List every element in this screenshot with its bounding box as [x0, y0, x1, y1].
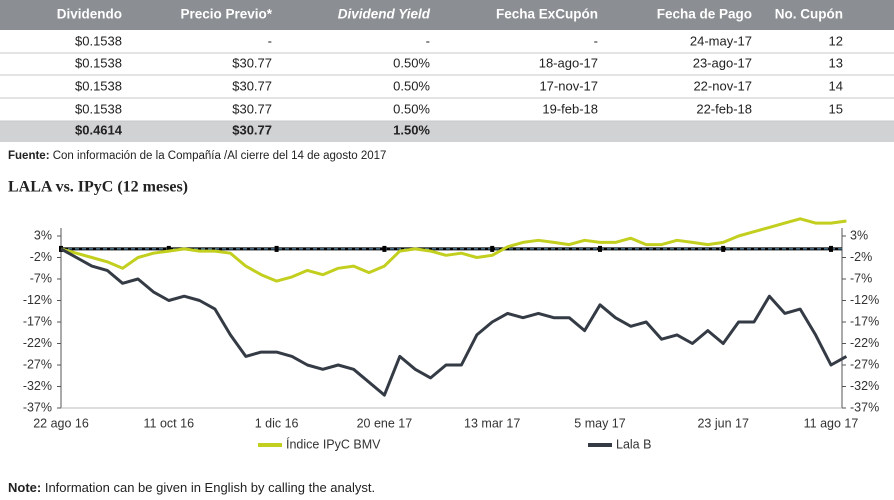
x-tick-label: 23 jun 17 [697, 416, 748, 430]
table-cell: 19-feb-18 [542, 101, 598, 116]
y-tick-label: 3% [34, 228, 52, 242]
y2-tick-label: -12% [850, 293, 879, 307]
source-label: Fuente: [8, 150, 50, 162]
chart-title: LALA vs. IPyC (12 meses) [8, 179, 188, 196]
table-cell: 13 [829, 55, 843, 70]
table-cell: 0.50% [393, 78, 430, 93]
y-tick-label: -17% [23, 314, 52, 328]
table-cell: $0.1538 [75, 33, 122, 48]
y2-tick-label: -27% [850, 357, 879, 371]
legend-label: Lala B [616, 437, 651, 451]
x-tick-label: 20 ene 17 [357, 416, 413, 430]
source-note: Fuente: Con información de la Compañía /… [8, 150, 386, 162]
table-header-bg [0, 0, 894, 30]
table-total-bg [0, 121, 894, 142]
total-cell: $0.4614 [75, 122, 123, 137]
x-tick-label: 1 dic 16 [255, 416, 299, 430]
table-cell: $0.1538 [75, 55, 122, 70]
column-header: Dividendo [57, 7, 122, 22]
table-cell: 0.50% [393, 101, 430, 116]
x-tick-label: 11 ago 17 [804, 416, 859, 430]
table-cell: 18-ago-17 [539, 55, 598, 70]
x-tick-label: 11 oct 16 [144, 416, 195, 430]
x-tick [721, 245, 726, 252]
table-cell: 24-may-17 [690, 33, 752, 48]
x-tick-label: 22 ago 16 [33, 416, 89, 430]
y-tick-label: -2% [30, 250, 52, 264]
x-tick [490, 245, 495, 252]
y2-tick-label: 3% [850, 228, 868, 242]
column-header: Fecha ExCupón [496, 7, 598, 22]
series-line [60, 247, 848, 397]
table-cell: $30.77 [232, 78, 272, 93]
table-cell: - [426, 33, 430, 48]
total-cell: 1.50% [393, 122, 430, 137]
table-cell: $30.77 [232, 55, 272, 70]
total-cell: $30.77 [232, 122, 272, 137]
table-cell: - [594, 33, 598, 48]
table-cell: - [268, 33, 272, 48]
table-cell: $30.77 [232, 101, 272, 116]
x-tick [274, 245, 279, 252]
table-cell: 15 [829, 101, 843, 116]
x-tick-label: 5 may 17 [574, 416, 625, 430]
y2-tick-label: -7% [850, 271, 872, 285]
y-tick-label: -7% [30, 271, 52, 285]
table-cell: 12 [829, 33, 843, 48]
table-cell: 22-nov-17 [693, 78, 752, 93]
note: Note: Information can be given in Englis… [8, 480, 375, 495]
x-tick [166, 245, 171, 252]
table-cell: 17-nov-17 [539, 78, 598, 93]
table-cell: $0.1538 [75, 101, 122, 116]
series-line [60, 217, 847, 283]
y-tick-label: -37% [23, 400, 52, 414]
column-header: No. Cupón [775, 7, 843, 22]
x-tick [382, 245, 387, 252]
x-tick [829, 245, 833, 252]
x-tick-label: 13 mar 17 [464, 416, 520, 430]
y2-tick-label: -17% [850, 314, 879, 328]
table-cell: 23-ago-17 [693, 55, 752, 70]
table-cell: $0.1538 [75, 78, 122, 93]
y-tick-label: -27% [23, 357, 52, 371]
y-tick-label: -12% [23, 293, 52, 307]
y-tick-label: -22% [23, 336, 52, 350]
column-header: Fecha de Pago [657, 7, 752, 22]
table-cell: 22-feb-18 [696, 101, 752, 116]
table-cell: 14 [829, 78, 843, 93]
y2-tick-label: -2% [850, 250, 872, 264]
y2-tick-label: -22% [850, 336, 879, 350]
x-tick [598, 245, 602, 252]
y2-tick-label: -37% [850, 400, 879, 414]
column-header: Dividend Yield [338, 7, 431, 22]
y-tick-label: -32% [23, 379, 52, 393]
source-text: Con información de la Compañía /Al cierr… [53, 150, 387, 162]
column-header: Precio Previo* [180, 7, 272, 22]
y2-tick-label: -32% [850, 379, 879, 393]
note-label: Note: [8, 480, 41, 495]
note-text: Information can be given in English by c… [45, 480, 375, 495]
table-cell: 0.50% [393, 55, 430, 70]
legend-label: Índice IPyC BMV [286, 436, 381, 451]
